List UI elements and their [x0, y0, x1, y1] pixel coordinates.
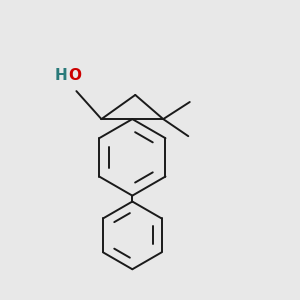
Text: H: H	[54, 68, 67, 83]
Text: O: O	[68, 68, 81, 83]
